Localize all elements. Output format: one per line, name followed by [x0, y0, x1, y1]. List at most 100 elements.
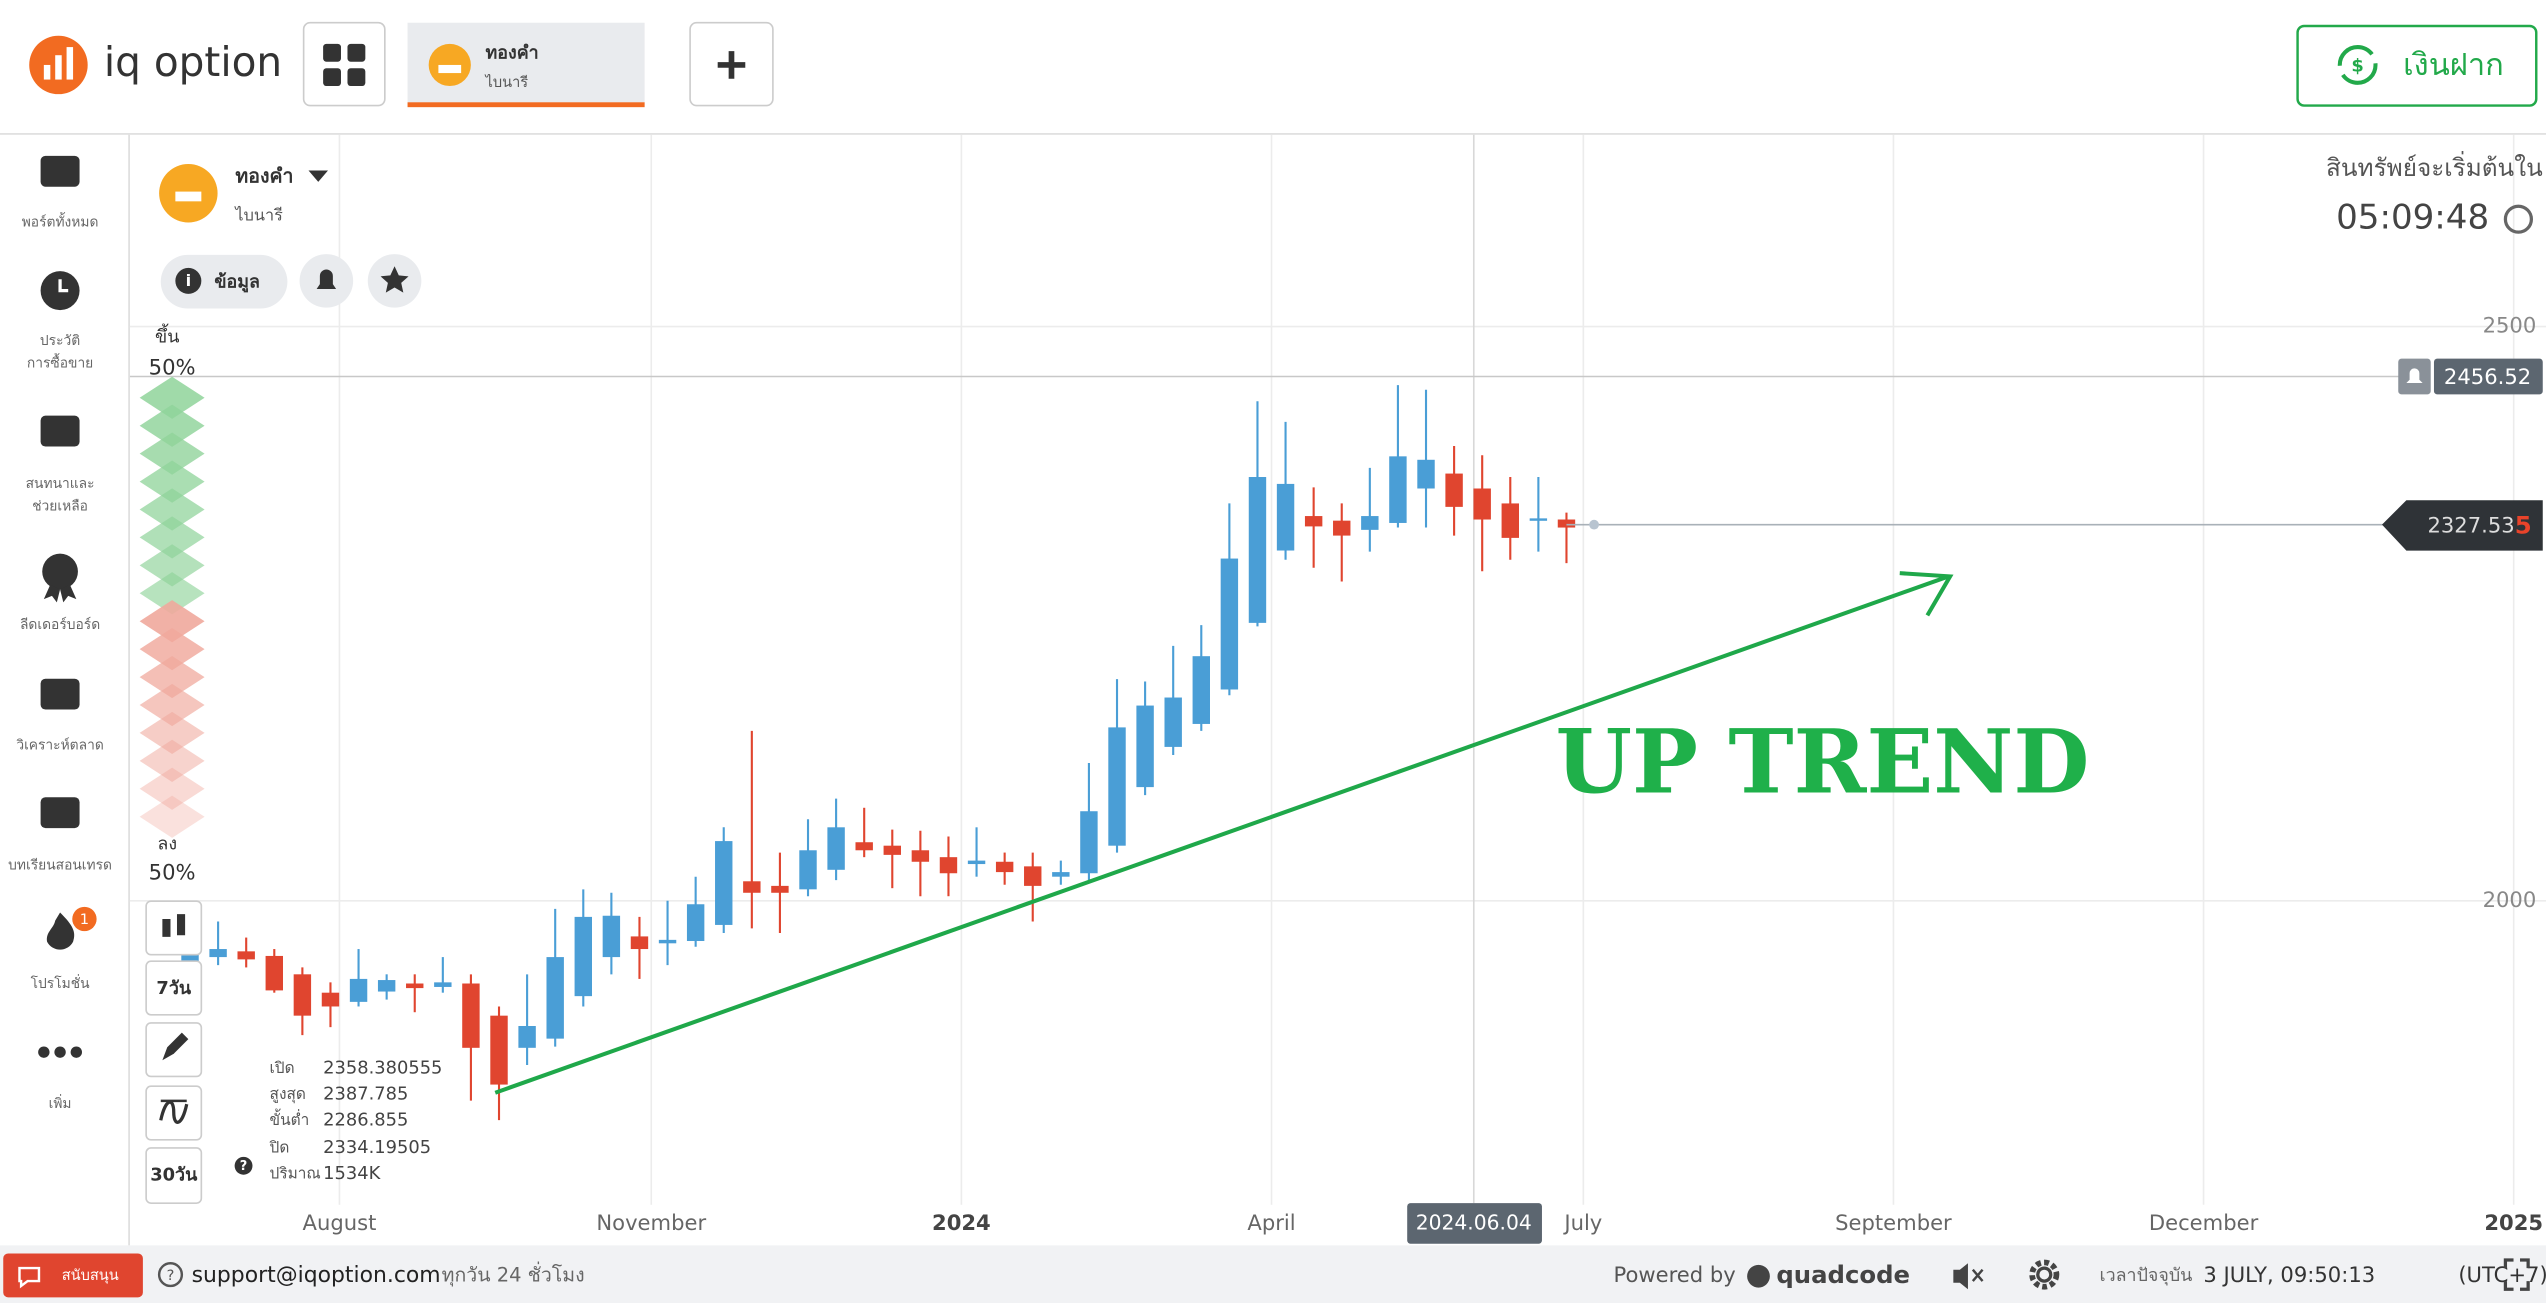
ohlc-value: 2387.785: [323, 1083, 408, 1104]
asset-title[interactable]: ทองคำ: [235, 164, 293, 187]
ohlc-value: 2286.855: [323, 1109, 408, 1130]
candle: [827, 798, 845, 881]
candle: [1304, 487, 1323, 568]
sentiment-diamond: [139, 739, 205, 782]
draw-button[interactable]: [145, 1022, 203, 1078]
deposit-button[interactable]: $ เงินฝาก: [2296, 24, 2538, 107]
tab-underline: [407, 102, 645, 108]
chart-type-button[interactable]: [145, 900, 203, 956]
timer-icon: [2503, 204, 2534, 234]
help-icon[interactable]: [234, 1156, 253, 1175]
candle: [462, 974, 480, 1101]
info-icon: i: [186, 271, 192, 290]
candle-body: [1557, 519, 1576, 528]
promo-badge: [72, 906, 97, 932]
candle: [1445, 446, 1463, 536]
candle-body: [462, 983, 480, 1048]
bell-icon: [2406, 368, 2423, 383]
price-label-last-digit: 5: [2515, 510, 2532, 539]
sidebar-item[interactable]: โปรโมชั่น: [31, 912, 90, 992]
sidebar-label: บทเรียนสอนเทรด: [8, 857, 112, 873]
candle-body: [883, 845, 901, 855]
asset-header: ทองคำ ไบนารี i ข้อมูล: [159, 163, 422, 309]
period-button[interactable]: 7วัน: [145, 960, 203, 1016]
button-frame: [3, 1253, 143, 1298]
candle-body: [490, 1015, 508, 1085]
period-label: 7วัน: [156, 978, 191, 999]
fullscreen-button[interactable]: [2503, 1258, 2530, 1291]
candle: [686, 876, 705, 947]
icon: [70, 1046, 82, 1058]
wave-icon: [159, 1100, 189, 1124]
help-icon: ?: [167, 1267, 175, 1284]
candle-body: [1136, 705, 1154, 788]
sentiment-diamond: [139, 516, 205, 559]
info-button[interactable]: i ข้อมูล: [160, 254, 288, 309]
candle: [1276, 421, 1295, 560]
sidebar-item[interactable]: ลีดเดอร์บอร์ด: [20, 553, 100, 633]
favorite-button[interactable]: [367, 254, 422, 308]
up-percent: 50%: [149, 355, 196, 380]
help-icon: ?: [240, 1159, 248, 1174]
sidebar-item[interactable]: วิเคราะห์ตลาด: [16, 678, 104, 754]
candle-body: [1361, 516, 1379, 530]
settings-button[interactable]: [2029, 1259, 2060, 1290]
candle-body: [911, 850, 930, 862]
candle: [349, 949, 368, 1007]
candle-body: [1052, 872, 1070, 877]
range-button[interactable]: 30วัน: [145, 1147, 203, 1204]
chart: August November 2024 April July September Dece…: [129, 134, 2546, 1244]
sidebar-item[interactable]: ประวัติการซื้อขาย: [27, 271, 93, 372]
x-tick-label: August: [303, 1210, 377, 1235]
deposit-icon: $: [2351, 56, 2363, 77]
candle-body: [799, 850, 817, 890]
trend-annotation: UP TREND: [1556, 711, 2090, 814]
logo[interactable]: iq option: [29, 35, 282, 95]
support-label: สนับสนุน: [62, 1267, 119, 1284]
candle: [293, 967, 312, 1036]
icon: [54, 1046, 66, 1058]
candle: [967, 827, 986, 877]
icon: [42, 553, 78, 590]
grid-button[interactable]: [302, 21, 386, 107]
sentiment-diamond: [139, 488, 205, 531]
sidebar-item[interactable]: เพิ่ม: [38, 1046, 82, 1112]
support-email[interactable]: support@iqoption.com: [192, 1263, 441, 1288]
candle: [995, 852, 1014, 885]
support-button[interactable]: สนับสนุน: [3, 1253, 143, 1298]
asset-subtitle: ไบนารี: [233, 205, 283, 224]
candle: [630, 916, 649, 979]
price-label-main: 2327.53: [2427, 512, 2514, 537]
icon: [323, 43, 341, 62]
candle: [883, 829, 901, 889]
sentiment-diamond: [139, 376, 205, 419]
crosshair-label: 2024.06.04: [1416, 1211, 1532, 1235]
gold-bar: [175, 191, 202, 202]
footer: [0, 1245, 2546, 1303]
add-tab-button[interactable]: [689, 21, 774, 107]
sentiment-diamond: [139, 628, 205, 671]
icon: [162, 919, 171, 937]
pencil-icon: [162, 1032, 189, 1061]
brand: quadcode: [1776, 1260, 1910, 1289]
button-frame: [160, 254, 288, 309]
y-tick-label: 2500: [2483, 313, 2537, 338]
indicator-button[interactable]: [145, 1085, 203, 1141]
icon: [38, 1046, 50, 1058]
asset-tab[interactable]: ทองคำ ไบนารี: [407, 22, 645, 108]
candle-body: [434, 982, 452, 987]
ohlc-value: 2334.19505: [323, 1137, 431, 1158]
sidebar-item[interactable]: บทเรียนสอนเทรด: [8, 797, 112, 873]
candle: [799, 819, 817, 897]
sentiment: ขึ้น 50% ลง 50%: [139, 324, 205, 885]
candle-body: [771, 885, 789, 893]
down-percent: 50%: [149, 860, 196, 885]
alert-button[interactable]: [299, 254, 354, 308]
sidebar-label: พอร์ตทั้งหมด: [22, 211, 99, 230]
sidebar-item[interactable]: พอร์ตทั้งหมด: [22, 155, 99, 231]
alert-label-bg: [2433, 358, 2543, 395]
up-label: ขึ้น: [155, 324, 179, 348]
candle-body: [967, 860, 986, 865]
